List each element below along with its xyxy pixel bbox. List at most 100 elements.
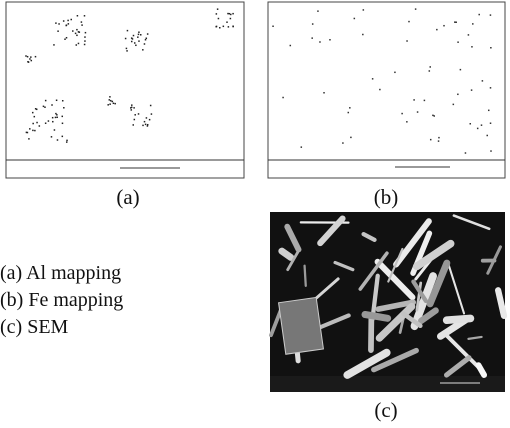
map-dot <box>32 130 34 132</box>
legend-line: (a) Al mapping <box>0 262 121 284</box>
map-dot <box>454 21 456 23</box>
map-dot <box>424 100 426 102</box>
map-dot <box>113 103 115 105</box>
map-dot <box>490 47 492 49</box>
map-dot <box>455 21 457 23</box>
map-dot <box>52 117 54 119</box>
map-dot <box>27 56 29 58</box>
map-dot <box>134 114 136 116</box>
map-dot <box>457 94 459 96</box>
map-dot <box>486 135 488 137</box>
map-dot <box>401 113 403 115</box>
map-dot <box>230 14 232 16</box>
map-dot <box>301 146 303 148</box>
image-frame <box>6 2 244 178</box>
map-dot <box>64 38 66 40</box>
map-dot <box>317 10 319 12</box>
map-dot <box>443 25 445 27</box>
map-dot <box>131 107 133 109</box>
map-dot <box>131 109 133 111</box>
map-dot <box>490 122 492 124</box>
map-dot <box>138 34 140 36</box>
map-dot <box>415 8 417 10</box>
map-dot <box>55 22 57 24</box>
map-dot <box>84 36 86 38</box>
map-dot <box>146 38 148 40</box>
map-dot <box>51 136 53 138</box>
map-dot <box>372 78 374 80</box>
map-dot <box>28 61 30 63</box>
map-dot <box>472 23 474 25</box>
map-dot <box>363 9 365 11</box>
map-dot <box>76 35 78 37</box>
map-dot <box>350 137 352 139</box>
map-dot <box>430 139 432 141</box>
map-dot <box>477 128 479 130</box>
map-dot <box>478 14 480 16</box>
map-dot <box>126 50 128 52</box>
map-dot <box>429 66 431 68</box>
map-dot <box>29 128 31 130</box>
map-dot <box>54 129 56 131</box>
map-dot <box>413 99 415 101</box>
map-dot <box>62 123 64 125</box>
map-dot <box>453 104 455 106</box>
map-dot <box>138 31 140 33</box>
map-dot <box>29 58 31 60</box>
map-dot <box>406 40 408 42</box>
map-dot <box>354 18 356 20</box>
map-dot <box>151 113 153 115</box>
map-dot <box>429 70 431 72</box>
map-dot <box>56 100 58 102</box>
map-dot <box>470 123 472 125</box>
map-dot <box>290 45 292 47</box>
map-dot <box>140 34 142 36</box>
panel-b <box>268 2 505 178</box>
map-dot <box>227 13 229 15</box>
map-dot <box>45 122 47 124</box>
map-dot <box>481 124 483 126</box>
map-dot <box>144 43 146 45</box>
map-dot <box>76 29 78 31</box>
map-dot <box>66 37 68 39</box>
map-dot <box>142 49 144 51</box>
map-dot <box>272 26 274 28</box>
map-dot <box>349 107 351 109</box>
map-dot <box>53 44 55 46</box>
map-dot <box>218 18 220 20</box>
map-dot <box>133 107 135 109</box>
map-dot <box>110 100 112 102</box>
map-dot <box>81 24 83 26</box>
map-dot <box>58 23 60 25</box>
map-dot <box>228 26 230 28</box>
map-dot <box>66 141 68 143</box>
sem-streak <box>365 315 388 319</box>
map-dot <box>142 125 144 127</box>
map-dot <box>35 56 37 58</box>
info-bar <box>270 376 505 392</box>
legend-line: (c) SEM <box>0 316 69 338</box>
map-dot <box>406 121 408 123</box>
panel-caption: (a) <box>116 185 139 209</box>
map-dot <box>311 37 313 39</box>
sem-particle <box>279 297 324 354</box>
map-dot <box>471 89 473 91</box>
map-dot <box>81 21 83 23</box>
map-dot <box>32 123 34 125</box>
map-dot <box>78 43 80 45</box>
map-dot <box>223 26 225 28</box>
map-dot <box>232 13 234 15</box>
map-dot <box>133 35 135 37</box>
map-dot <box>490 14 492 16</box>
map-dot <box>471 46 473 48</box>
map-dot <box>75 33 77 35</box>
map-dot <box>66 140 68 142</box>
map-dot <box>216 26 218 28</box>
image-frame <box>268 2 505 178</box>
map-dot <box>44 106 46 108</box>
map-dot <box>312 23 314 25</box>
map-dot <box>34 130 36 132</box>
map-dot <box>460 69 462 71</box>
map-dot <box>125 38 127 40</box>
map-dot <box>36 122 38 124</box>
